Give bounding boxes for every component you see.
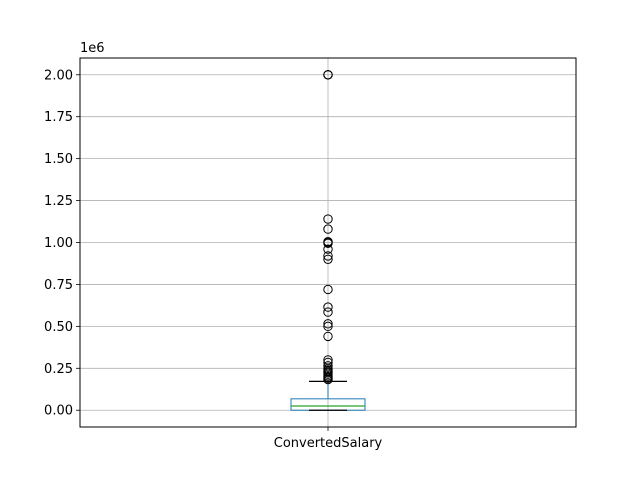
outlier-point: [323, 224, 333, 234]
outlier-point: [323, 307, 333, 317]
boxplot-group: [290, 380, 366, 411]
outlier-point: [323, 70, 333, 80]
outlier-point: [323, 302, 333, 312]
outlier-point: [323, 319, 333, 329]
y-tick-label: 2.00: [44, 68, 73, 83]
outlier-points: [323, 70, 333, 385]
y-tick-label: 0.25: [44, 362, 73, 377]
outlier-point: [323, 284, 333, 295]
outlier-point: [323, 251, 333, 261]
outlier-point: [323, 374, 333, 385]
y-tick-label: 1.00: [44, 236, 73, 251]
outlier-point: [323, 214, 333, 224]
y-tick-label: 1.75: [44, 110, 73, 125]
outlier-point: [323, 331, 333, 342]
y-axis-scale-label: 1e6: [80, 41, 105, 56]
x-axis: ConvertedSalary: [274, 427, 383, 451]
x-tick-label: ConvertedSalary: [274, 436, 383, 451]
outlier-point: [323, 254, 333, 264]
y-tick-label: 1.50: [44, 152, 73, 167]
outlier-point: [323, 244, 333, 254]
y-tick-label: 0.50: [44, 320, 73, 335]
outlier-point: [323, 321, 333, 332]
y-tick-label: 0.75: [44, 278, 73, 293]
y-tick-label: 1.25: [44, 194, 73, 209]
y-tick-label: 0.00: [44, 404, 73, 419]
outlier-point: [323, 238, 333, 249]
y-axis: 0.00 0.25 0.50 0.75 1.00 1.25 1.50 1.75 2.00: [44, 68, 80, 419]
